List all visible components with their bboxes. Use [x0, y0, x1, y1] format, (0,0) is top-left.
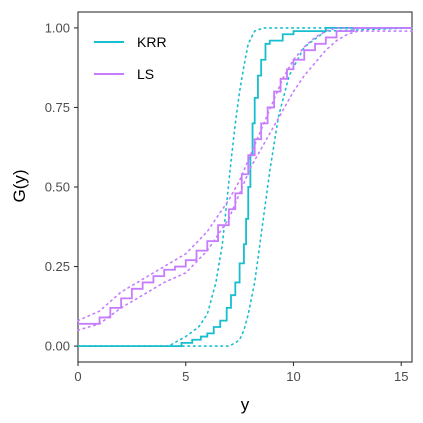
- y-tick-label: 0.75: [45, 100, 70, 115]
- series-line-krr: [78, 27, 412, 347]
- y-tick-label: 0.50: [45, 180, 70, 195]
- legend-label-krr: KRR: [137, 34, 167, 50]
- x-tick-label: 15: [394, 369, 408, 384]
- y-tick-label: 0.25: [45, 259, 70, 274]
- series-line-ls-lower-band: [77, 30, 413, 331]
- axes: [77, 11, 413, 363]
- y-tick-label: 0.00: [45, 339, 70, 354]
- plot-panel: [77, 11, 413, 363]
- series-line-krr-upper-band: [77, 27, 413, 347]
- series-line-krr-lower-band: [77, 27, 413, 347]
- series-line-ls: [78, 27, 412, 325]
- legend-label-ls: LS: [137, 66, 154, 82]
- y-axis-title: G(y): [10, 169, 29, 202]
- series-line-ls-upper-band: [77, 27, 413, 322]
- x-tick-label: 5: [182, 369, 189, 384]
- legend: KRR LS: [94, 34, 167, 82]
- tick-layer: 0 5 10 15 0.00 0.25 0.50 0.75 1.00: [45, 20, 409, 384]
- x-tick-label: 10: [286, 369, 300, 384]
- x-tick-label: 0: [74, 369, 81, 384]
- series-layer: [77, 27, 413, 347]
- x-axis-title: y: [241, 395, 250, 414]
- y-tick-label: 1.00: [45, 20, 70, 35]
